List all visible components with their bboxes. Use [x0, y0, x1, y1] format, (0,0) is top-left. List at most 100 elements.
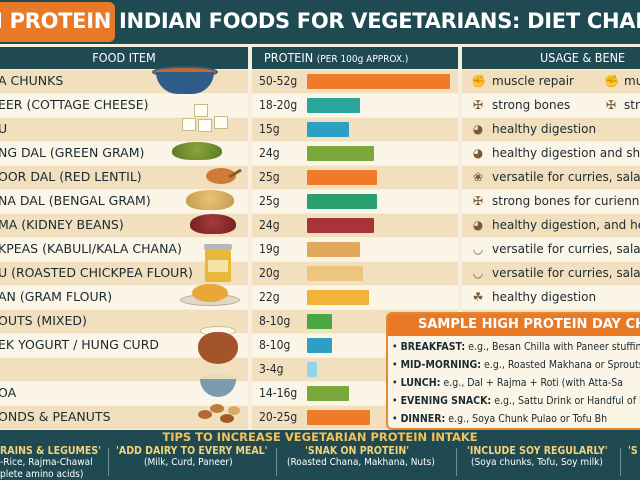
protein-amount: 20g: [259, 266, 280, 280]
usage-text: versatile for curries, salad: [492, 242, 640, 256]
tips-title: TIPS TO INCREASE VEGETARIAN PROTEIN INTA…: [162, 430, 478, 444]
protein-amount: 15g: [259, 122, 280, 136]
title-part1: GH PROTEIN: [0, 9, 111, 33]
usage-cell: ✠ strong bones for curiennh: [462, 190, 640, 213]
protein-amount: 25g: [259, 194, 280, 208]
meal-mid-morning: • MID-MORNING: e.g., Roasted Makhana or …: [392, 359, 640, 371]
protein-bar: [307, 98, 360, 113]
food-item-name: OUTS (MIXED): [0, 313, 87, 328]
protein-bar: [307, 74, 450, 89]
protein-amount: 22g: [259, 290, 280, 304]
food-item-name: U: [0, 121, 8, 136]
cell-background: [0, 94, 248, 117]
cell-background: [0, 310, 248, 333]
meal-text: e.g., Sattu Drink or Handful of Nu: [494, 395, 640, 407]
meal-text: e.g., Dal + Rajma + Roti (with Atta-Sa: [443, 377, 624, 389]
cell-background: [462, 166, 640, 189]
cell-background: [0, 262, 248, 285]
bowl-icon: ◡: [472, 242, 484, 256]
cell-background: [0, 190, 248, 213]
tip-divider: [276, 448, 277, 476]
protein-bar: [307, 386, 349, 401]
bowl-icon: ◡: [472, 266, 484, 280]
meal-label: LUNCH:: [400, 377, 441, 389]
header-protein: PROTEIN (PER 100g APPROX.): [252, 47, 458, 69]
protein-bar: [307, 170, 377, 185]
usage-cell: ◡ versatile for curries, salad: [462, 238, 640, 261]
header-food-item: FOOD ITEM: [0, 47, 248, 69]
tip-divider: [620, 448, 621, 476]
tip-detail: (Soya chunks, Tofu, Soy milk): [471, 457, 603, 468]
usage-text: versatile for curries, salad: [492, 266, 640, 280]
cell-background: [252, 118, 458, 141]
meal-label: DINNER:: [400, 413, 446, 425]
header-usage: USAGE & BENE: [462, 47, 640, 69]
tip-grains-legumes: RAINS & LEGUMES' -Rice, Rajma-Chawal ple…: [0, 445, 101, 480]
food-item-name: EER (COTTAGE CHEESE): [0, 97, 149, 112]
cell-background: [462, 238, 640, 261]
usage-text-secondary: str: [624, 98, 640, 112]
cell-background: [462, 142, 640, 165]
meal-text: e.g., Besan Chilla with Paneer stuffin: [468, 341, 640, 353]
title-bar: GH PROTEIN INDIAN FOODS FOR VEGETARIANS:…: [0, 0, 640, 44]
bone-icon: ✠: [472, 98, 484, 112]
tip-heading: RAINS & LEGUMES': [0, 445, 102, 457]
header-protein-note: (PER 100g APPROX.): [316, 54, 409, 65]
table-row: MA (KIDNEY BEANS) 24g ◕ healthy digestion, …: [0, 214, 640, 238]
table-row: AN (GRAM FLOUR) 22g ☘ healthy digestion: [0, 286, 640, 310]
tip-detail: plete amino acids): [0, 469, 84, 480]
muscle-icon: ✊: [471, 74, 486, 88]
title-part2: INDIAN FOODS FOR VEGETARIANS: DIET CHART…: [119, 9, 640, 33]
food-item-name: KPEAS (KABULI/KALA CHANA): [0, 241, 182, 256]
header-protein-label: PROTEIN: [264, 50, 314, 65]
protein-bar: [307, 290, 369, 305]
meal-breakfast: • BREAKFAST: e.g., Besan Chilla with Pan…: [392, 341, 640, 353]
tip-detail: (Roasted Chana, Makhana, Nuts): [287, 457, 435, 468]
protein-bar: [307, 266, 363, 281]
table-row: OOR DAL (RED LENTIL) 25g ❀ versatile for cu…: [0, 166, 640, 190]
usage-cell: ◕ healthy digestion, and he: [462, 214, 640, 237]
meal-label: MID-MORNING:: [400, 359, 482, 371]
usage-cell: ☘ healthy digestion: [462, 286, 640, 309]
usage-cell: ◕ healthy digestion and sh: [462, 142, 640, 165]
meal-lunch: • LUNCH: e.g., Dal + Rajma + Roti (with …: [392, 377, 624, 389]
besan-chilla-plate-icon: [180, 284, 240, 308]
protein-bar: [307, 146, 374, 161]
almonds-peanuts-icon: [198, 404, 242, 426]
tip-partial: 'S: [628, 445, 638, 457]
table-row: U 15g ◕ healthy digestion: [0, 118, 640, 142]
tip-divider: [456, 448, 457, 476]
cell-background: [462, 262, 640, 285]
green-gram-icon: [172, 142, 222, 160]
tip-detail: (Milk, Curd, Paneer): [144, 457, 233, 468]
leaf-icon: ☘: [472, 290, 484, 304]
food-item-name: U (ROASTED CHICKPEA FLOUR): [0, 265, 193, 280]
food-item-name: OA: [0, 385, 17, 400]
protein-bar: [307, 314, 332, 329]
food-item-name: NG DAL (GREEN GRAM): [0, 145, 145, 160]
tip-include-soy: 'INCLUDE SOY REGULARLY' (Soya chunks, To…: [467, 445, 608, 469]
protein-amount: 24g: [259, 146, 280, 160]
usage-text: strong bones for curiennh: [492, 194, 640, 208]
stomach-icon: ◕: [472, 122, 484, 136]
food-item-name: MA (KIDNEY BEANS): [0, 217, 124, 232]
sattu-jar-icon: [204, 244, 232, 282]
food-item-name: EK YOGURT / HUNG CURD: [0, 337, 160, 352]
spice-icon: ❀: [472, 170, 484, 184]
food-item-name: A CHUNKS: [0, 73, 64, 88]
usage-text: healthy digestion, and he: [492, 218, 640, 232]
usage-text: healthy digestion: [492, 290, 597, 304]
cell-background: [0, 166, 248, 189]
food-item-name: OOR DAL (RED LENTIL): [0, 169, 142, 184]
usage-cell: ❀ versatile for curries, salad: [462, 166, 640, 189]
food-item-name: ONDS & PEANUTS: [0, 409, 111, 424]
meal-evening-snack: • EVENING SNACK: e.g., Sattu Drink or Ha…: [392, 395, 640, 407]
protein-amount: 18-20g: [259, 98, 298, 112]
cell-background: [462, 70, 640, 93]
tip-heading: 'SNAK ON PROTEIN': [305, 445, 410, 457]
bone-icon: ✠: [472, 194, 484, 208]
tip-snack-protein: 'SNAK ON PROTEIN' (Roasted Chana, Makhan…: [287, 445, 435, 469]
protein-bar: [307, 242, 360, 257]
usage-text: muscle repair: [492, 74, 574, 88]
title-main: INDIAN FOODS FOR VEGETARIANS: DIET CHART…: [119, 2, 640, 42]
